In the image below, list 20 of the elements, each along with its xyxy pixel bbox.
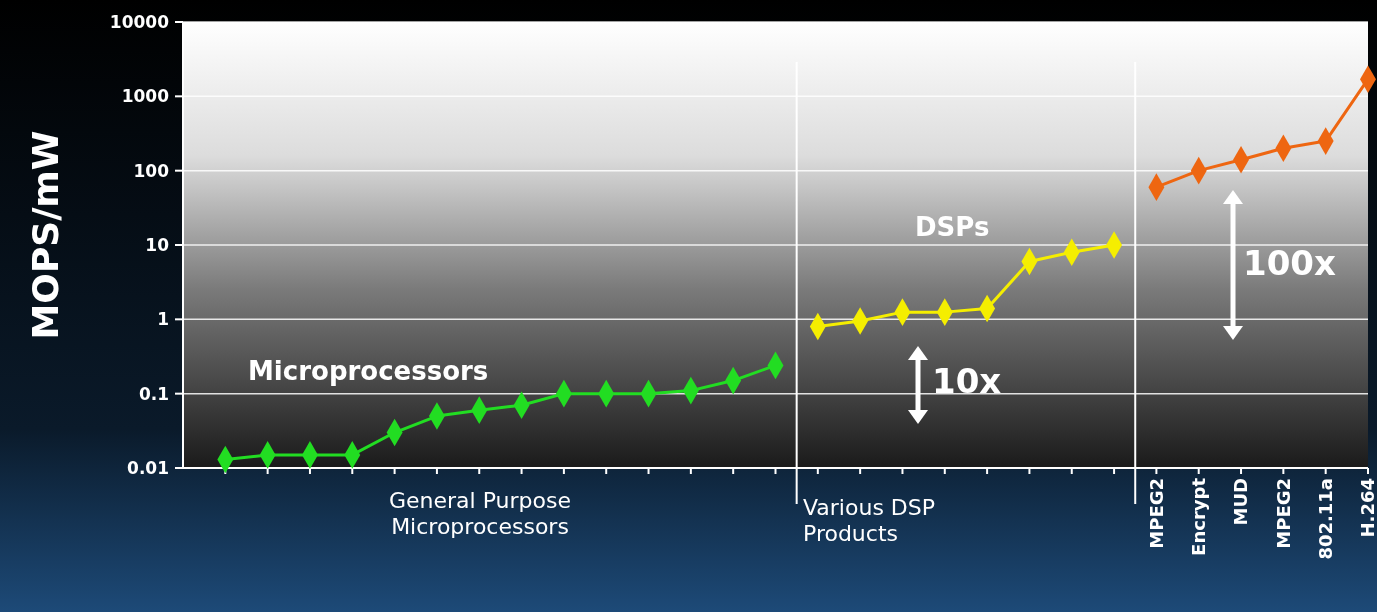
text: Various DSP Products [803,495,936,547]
x-tick-label: MUD [1230,478,1252,526]
y-tick-label: 10 [145,234,170,255]
x-tick-label: MPEG2 [1272,478,1294,549]
series-label: Microprocessors [248,356,489,386]
y-tick-label: 0.1 [138,383,169,404]
y-tick-label: 1000 [121,86,170,107]
y-tick-label: 100 [133,160,170,181]
y-tick-label: 1 [157,309,169,330]
annotation: 100x [1243,243,1336,283]
y-axis-title: MOPS/mW [25,130,66,340]
annotation: 10x [932,361,1002,401]
x-tick-label: H.264 [1357,478,1377,538]
x-tick-label: Encrypt [1188,477,1210,556]
series-label: DSPs [915,212,990,242]
x-tick-label: MPEG2 [1145,478,1167,549]
text: General Purpose Microprocessors [389,488,571,540]
y-tick-label: 0.01 [127,457,169,478]
x-tick-label: 802.11a [1314,478,1336,560]
y-tick-label: 10000 [109,11,170,32]
